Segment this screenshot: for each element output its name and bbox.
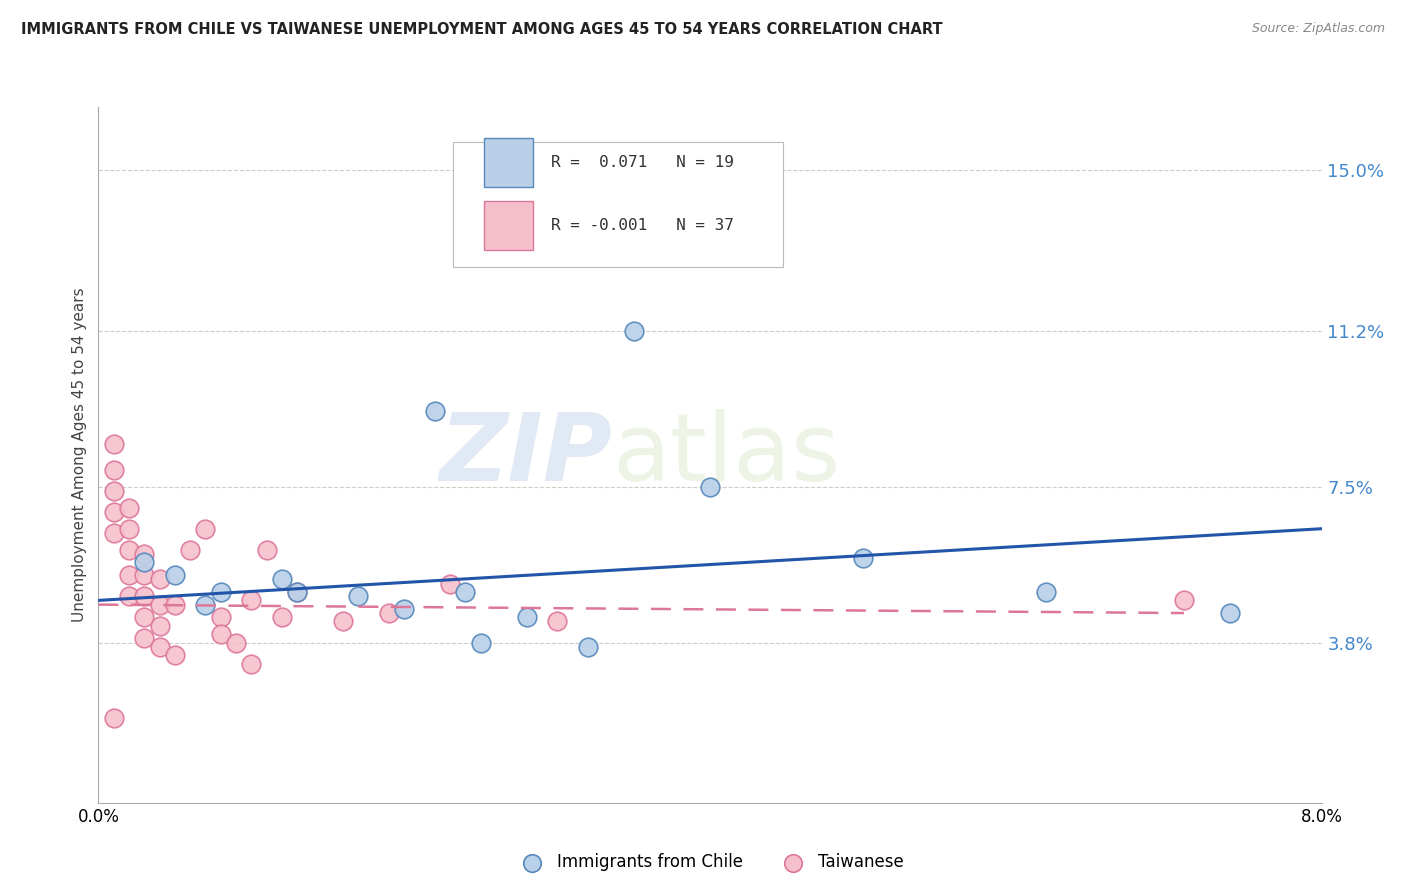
Point bbox=[439, 576, 461, 591]
Point bbox=[163, 568, 186, 582]
Point bbox=[134, 610, 156, 624]
Text: IMMIGRANTS FROM CHILE VS TAIWANESE UNEMPLOYMENT AMONG AGES 45 TO 54 YEARS CORREL: IMMIGRANTS FROM CHILE VS TAIWANESE UNEMP… bbox=[21, 22, 942, 37]
Legend: Immigrants from Chile, Taiwanese: Immigrants from Chile, Taiwanese bbox=[516, 853, 904, 871]
Point bbox=[240, 593, 263, 607]
Bar bbox=[484, 138, 533, 187]
Point bbox=[378, 606, 401, 620]
Bar bbox=[484, 201, 533, 250]
Point bbox=[516, 610, 538, 624]
Point bbox=[285, 585, 308, 599]
Point bbox=[209, 610, 232, 624]
Point bbox=[1035, 585, 1057, 599]
Point bbox=[134, 556, 156, 570]
Point bbox=[1219, 606, 1241, 620]
Text: Source: ZipAtlas.com: Source: ZipAtlas.com bbox=[1251, 22, 1385, 36]
Point bbox=[149, 572, 172, 586]
Point bbox=[270, 610, 294, 624]
Y-axis label: Unemployment Among Ages 45 to 54 years: Unemployment Among Ages 45 to 54 years bbox=[72, 287, 87, 623]
Point bbox=[1173, 593, 1195, 607]
Point bbox=[149, 618, 172, 632]
Point bbox=[347, 589, 370, 603]
Point bbox=[163, 648, 186, 663]
Point bbox=[118, 522, 141, 536]
Point bbox=[103, 437, 125, 451]
Point bbox=[392, 602, 416, 616]
Point bbox=[163, 598, 186, 612]
Text: R =  0.071   N = 19: R = 0.071 N = 19 bbox=[551, 155, 734, 170]
Point bbox=[270, 572, 294, 586]
Point bbox=[134, 632, 156, 646]
Point bbox=[118, 542, 141, 557]
Point bbox=[240, 657, 263, 671]
Point bbox=[103, 463, 125, 477]
Point bbox=[179, 542, 201, 557]
Point bbox=[194, 598, 217, 612]
Point bbox=[256, 542, 278, 557]
Point bbox=[285, 585, 308, 599]
Point bbox=[134, 589, 156, 603]
Point bbox=[103, 711, 125, 725]
Point bbox=[209, 627, 232, 641]
Text: ZIP: ZIP bbox=[439, 409, 612, 501]
Point bbox=[149, 598, 172, 612]
Text: atlas: atlas bbox=[612, 409, 841, 501]
Point bbox=[470, 635, 492, 649]
Point bbox=[546, 615, 568, 629]
Text: R = -0.001   N = 37: R = -0.001 N = 37 bbox=[551, 218, 734, 233]
Point bbox=[149, 640, 172, 654]
Point bbox=[118, 500, 141, 515]
Point bbox=[332, 615, 354, 629]
Point bbox=[194, 522, 217, 536]
FancyBboxPatch shape bbox=[453, 142, 783, 267]
Point bbox=[623, 324, 645, 338]
Point bbox=[134, 568, 156, 582]
Point bbox=[454, 585, 477, 599]
Point bbox=[576, 640, 599, 654]
Point bbox=[852, 551, 875, 566]
Point bbox=[546, 244, 568, 258]
Point bbox=[103, 505, 125, 519]
Point bbox=[103, 483, 125, 498]
Point bbox=[423, 403, 446, 417]
Point bbox=[699, 479, 721, 493]
Point bbox=[118, 589, 141, 603]
Point bbox=[225, 635, 247, 649]
Point bbox=[103, 525, 125, 540]
Point bbox=[209, 585, 232, 599]
Point bbox=[118, 568, 141, 582]
Point bbox=[134, 547, 156, 561]
